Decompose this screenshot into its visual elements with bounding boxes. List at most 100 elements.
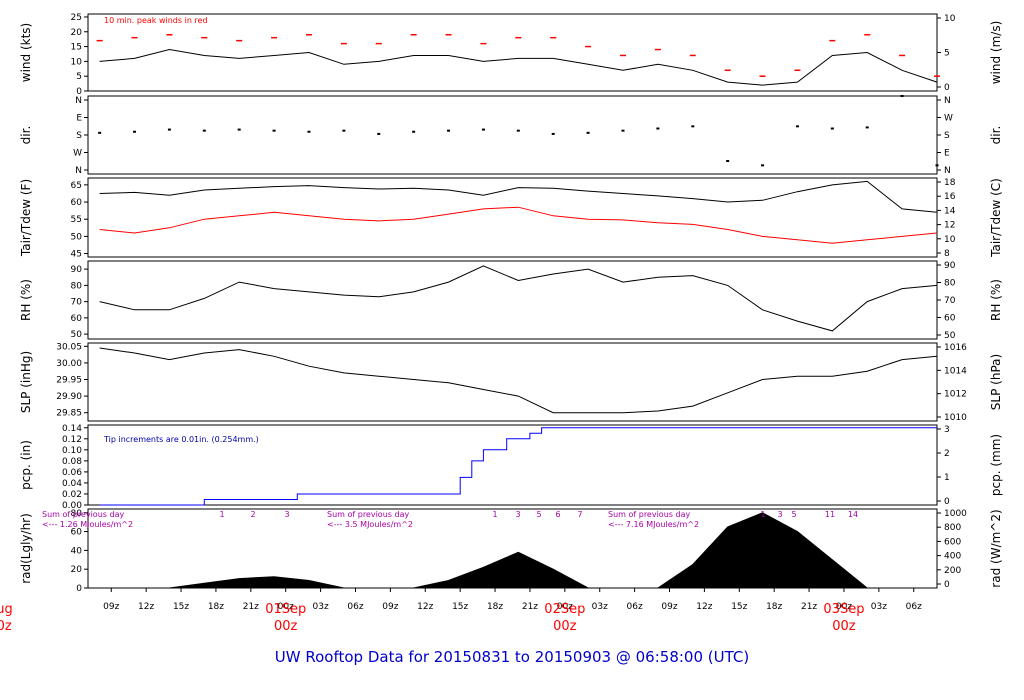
panel-frame: [87, 342, 938, 422]
rain-hour-label: 7: [577, 510, 582, 519]
y-tick-label-left: 20: [71, 565, 83, 575]
y-tick-label-left: 10: [71, 57, 83, 67]
rain-hour-label: 11: [825, 510, 835, 519]
y-tick-label-right: S: [944, 131, 950, 141]
panel-frame: [87, 13, 938, 92]
y-tick-label-left: 0: [76, 584, 82, 594]
y-tick-label-right: 50: [944, 331, 956, 341]
y-tick-label-left: W: [73, 149, 82, 159]
y-tick-label-left: 60: [71, 198, 83, 208]
day-sum-note: Sum of previous day: [327, 510, 409, 519]
rain-hour-label: 3: [515, 510, 520, 519]
wind-direction-point: [98, 131, 102, 134]
x-tick-label: 06z: [906, 602, 922, 612]
y-tick-label-right: 0: [944, 580, 950, 590]
x-tick-label: 18z: [766, 602, 782, 612]
x-tick-label: 03z: [871, 602, 887, 612]
y-axis-label-right: SLP (hPa): [989, 354, 1003, 410]
wind-direction-point: [167, 128, 171, 131]
date-label: 03Sep: [823, 602, 864, 617]
y-tick-label-right: 60: [944, 314, 956, 324]
y-tick-label-left: 0.14: [62, 424, 82, 434]
y-tick-label-right: 12: [944, 221, 955, 231]
x-tick-label: 21z: [801, 602, 817, 612]
date-label: Aug: [0, 602, 13, 617]
y-tick-label-right: 2: [944, 449, 950, 459]
y-tick-label-right: E: [944, 149, 950, 159]
y-tick-label-right: N: [944, 166, 951, 176]
panel-frame: [87, 260, 938, 340]
wind-direction-point: [412, 130, 416, 133]
x-tick-label: 03z: [313, 602, 329, 612]
wind-direction-point: [447, 129, 451, 132]
wind-direction-point: [481, 128, 485, 131]
wind-direction-point: [237, 128, 241, 131]
wind-direction-point: [726, 160, 730, 162]
y-tick-label-right: 400: [944, 552, 961, 562]
y-tick-label-right: 800: [944, 523, 961, 533]
wind-direction-point: [830, 127, 834, 130]
y-tick-label-right: W: [944, 114, 953, 124]
rain-hour-label: 6: [555, 510, 560, 519]
wind-direction-point: [761, 164, 765, 167]
rain-hour-label: 1: [219, 510, 224, 519]
y-tick-label-left: 60: [71, 314, 83, 324]
y-tick-label-right: 3: [944, 425, 950, 435]
y-tick-label-right: 0: [944, 83, 950, 93]
series-line: [99, 347, 938, 414]
y-tick-label-left: S: [76, 131, 82, 141]
y-tick-label-right: 90: [944, 261, 956, 271]
wind-direction-point: [516, 129, 520, 132]
y-tick-label-left: 29.95: [56, 376, 82, 386]
y-axis-label-left: rad(Lgly/hr): [19, 513, 33, 584]
series-line: [99, 48, 938, 86]
day-sum-note: Sum of previous day: [608, 510, 690, 519]
y-tick-label-left: 80: [71, 509, 83, 519]
wind-direction-point: [621, 129, 625, 132]
y-tick-label-right: 1000: [944, 509, 967, 519]
date-label: 02Sep: [544, 602, 585, 617]
day-sum-value: <--- 7.16 MJoules/m^2: [608, 520, 699, 529]
date-hour-label: 00z: [274, 619, 298, 634]
y-tick-label-right: 1014: [944, 366, 967, 376]
y-tick-label-left: E: [76, 114, 82, 124]
y-tick-label-left: 30.00: [56, 359, 82, 369]
y-tick-label-right: 8: [944, 249, 950, 259]
wind-direction-point: [272, 129, 276, 132]
y-tick-label-left: 0: [76, 87, 82, 97]
y-axis-label-left: pcp. (in): [19, 440, 33, 490]
rain-hour-label: 3: [284, 510, 289, 519]
y-tick-label-right: 1: [944, 473, 950, 483]
y-tick-label-left: 25: [71, 13, 82, 23]
y-tick-label-left: 20: [71, 28, 83, 38]
y-tick-label-left: 0.12: [62, 435, 82, 445]
y-axis-label-right: RH (%): [989, 279, 1003, 321]
panel-frame: [87, 95, 938, 175]
date-hour-label: 00z: [0, 619, 12, 634]
radiation-area: [99, 512, 937, 589]
series-line: [99, 265, 938, 332]
y-tick-label-left: 30.05: [56, 342, 82, 352]
rain-hour-label: 1: [492, 510, 497, 519]
x-tick-label: 12z: [417, 602, 433, 612]
x-tick-label: 15z: [731, 602, 747, 612]
chart-title: UW Rooftop Data for 20150831 to 20150903…: [274, 648, 750, 666]
wind-direction-point: [551, 132, 555, 135]
wind-direction-point: [900, 95, 904, 97]
x-tick-label: 00z: [278, 602, 294, 612]
y-tick-label-left: 50: [71, 232, 83, 242]
x-tick-label: 09z: [103, 602, 119, 612]
wind-direction-point: [342, 129, 346, 132]
wind-direction-point: [377, 132, 381, 135]
rain-hour-label: 1: [760, 510, 765, 519]
y-axis-label-left: wind (kts): [19, 23, 33, 82]
y-tick-label-right: 1010: [944, 413, 967, 423]
rain-hour-label: 5: [536, 510, 541, 519]
y-tick-label-left: 65: [71, 181, 82, 191]
y-axis-label-right: dir.: [989, 126, 1003, 145]
y-tick-label-left: 0.00: [62, 501, 82, 511]
date-hour-label: 00z: [832, 619, 856, 634]
day-sum-value: <--- 1.26 MJoules/m^2: [42, 520, 133, 529]
rain-hour-label: 2: [250, 510, 255, 519]
y-tick-label-right: 16: [944, 192, 956, 202]
